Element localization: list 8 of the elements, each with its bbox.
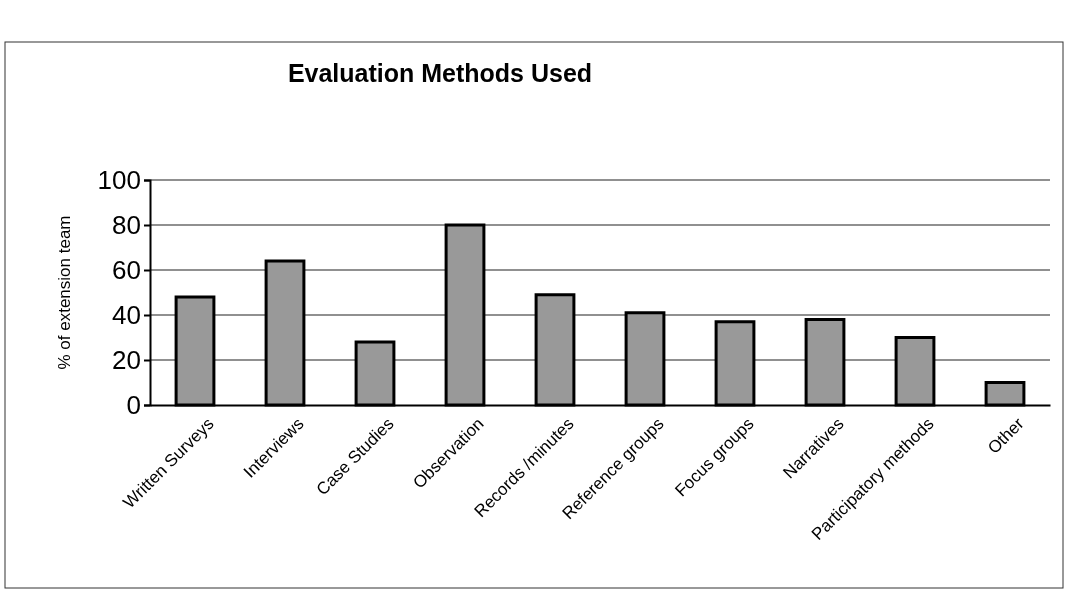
y-tick-label: 0 [126,389,141,420]
y-tick-label: 80 [112,209,141,240]
chart-title: Evaluation Methods Used [287,59,593,87]
y-axis-title: % of extension team [55,215,74,370]
y-tick-label: 100 [97,164,141,195]
y-tick-label: 40 [112,299,141,330]
y-tick-label: 60 [112,254,141,285]
y-tick-label: 20 [112,344,141,375]
